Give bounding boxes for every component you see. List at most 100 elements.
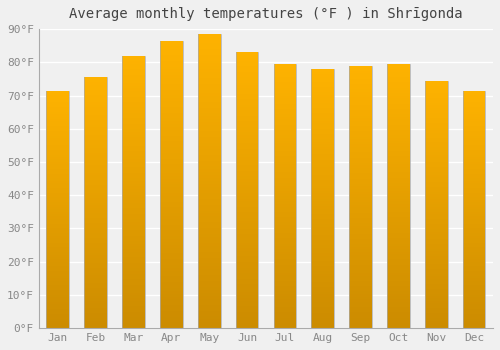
Bar xyxy=(160,187,182,190)
Bar xyxy=(236,270,258,273)
Bar xyxy=(84,170,107,173)
Bar xyxy=(198,34,220,37)
Bar xyxy=(463,105,485,107)
Bar xyxy=(160,84,182,87)
Bar xyxy=(349,65,372,68)
Bar xyxy=(46,150,69,152)
Bar xyxy=(387,64,410,66)
Bar xyxy=(387,90,410,93)
Bar xyxy=(425,115,448,118)
Bar xyxy=(349,181,372,184)
Bar xyxy=(349,192,372,194)
Bar xyxy=(274,312,296,315)
Bar xyxy=(463,290,485,293)
Bar xyxy=(46,307,69,309)
Bar xyxy=(463,188,485,190)
Bar xyxy=(274,112,296,114)
Bar xyxy=(349,171,372,173)
Bar xyxy=(198,107,220,111)
Bar xyxy=(312,103,334,105)
Bar xyxy=(122,154,145,156)
Bar xyxy=(312,175,334,178)
Bar xyxy=(425,204,448,207)
Bar xyxy=(425,229,448,232)
Bar xyxy=(274,194,296,196)
Bar xyxy=(387,88,410,90)
Bar xyxy=(198,169,220,172)
Bar xyxy=(312,186,334,188)
Bar xyxy=(274,196,296,199)
Bar xyxy=(84,286,107,288)
Bar xyxy=(312,279,334,281)
Bar xyxy=(236,198,258,201)
Bar xyxy=(425,269,448,271)
Bar xyxy=(122,61,145,64)
Bar xyxy=(84,112,107,115)
Bar xyxy=(425,308,448,311)
Bar xyxy=(349,199,372,202)
Bar xyxy=(198,161,220,163)
Bar xyxy=(122,83,145,86)
Bar xyxy=(46,312,69,314)
Bar xyxy=(84,145,107,147)
Bar xyxy=(274,154,296,156)
Bar xyxy=(463,181,485,183)
Bar xyxy=(236,226,258,229)
Bar xyxy=(349,94,372,97)
Bar xyxy=(463,295,485,297)
Bar xyxy=(160,43,182,47)
Bar xyxy=(198,243,220,246)
Bar xyxy=(84,308,107,311)
Bar xyxy=(463,164,485,167)
Bar xyxy=(387,122,410,125)
Bar xyxy=(349,173,372,176)
Bar xyxy=(387,238,410,241)
Bar xyxy=(425,125,448,128)
Bar xyxy=(274,246,296,249)
Bar xyxy=(46,95,69,98)
Bar xyxy=(463,209,485,212)
Bar xyxy=(84,233,107,235)
Bar xyxy=(160,317,182,320)
Bar xyxy=(387,119,410,122)
Bar xyxy=(84,183,107,185)
Bar xyxy=(160,276,182,279)
Bar xyxy=(349,315,372,318)
Bar xyxy=(46,262,69,264)
Bar xyxy=(387,154,410,156)
Bar xyxy=(312,230,334,232)
Bar xyxy=(349,276,372,278)
Bar xyxy=(349,234,372,236)
Bar xyxy=(160,305,182,308)
Bar xyxy=(46,164,69,167)
Bar xyxy=(198,37,220,40)
Bar xyxy=(425,184,448,187)
Bar xyxy=(46,233,69,236)
Bar xyxy=(122,105,145,107)
Bar xyxy=(387,186,410,188)
Bar xyxy=(349,215,372,218)
Bar xyxy=(425,145,448,147)
Bar xyxy=(463,245,485,247)
Bar xyxy=(463,143,485,145)
Bar xyxy=(122,222,145,225)
Bar xyxy=(387,317,410,320)
Bar xyxy=(463,224,485,226)
Bar xyxy=(349,71,372,74)
Bar xyxy=(274,146,296,148)
Bar xyxy=(349,126,372,129)
Bar xyxy=(84,105,107,107)
Bar xyxy=(274,122,296,125)
Bar xyxy=(236,320,258,323)
Bar xyxy=(160,208,182,210)
Bar xyxy=(160,107,182,110)
Bar xyxy=(160,113,182,116)
Bar xyxy=(198,281,220,284)
Bar xyxy=(387,230,410,233)
Bar xyxy=(425,133,448,135)
Bar xyxy=(84,203,107,205)
Bar xyxy=(84,240,107,243)
Bar xyxy=(236,284,258,287)
Bar xyxy=(122,293,145,295)
Bar xyxy=(349,257,372,260)
